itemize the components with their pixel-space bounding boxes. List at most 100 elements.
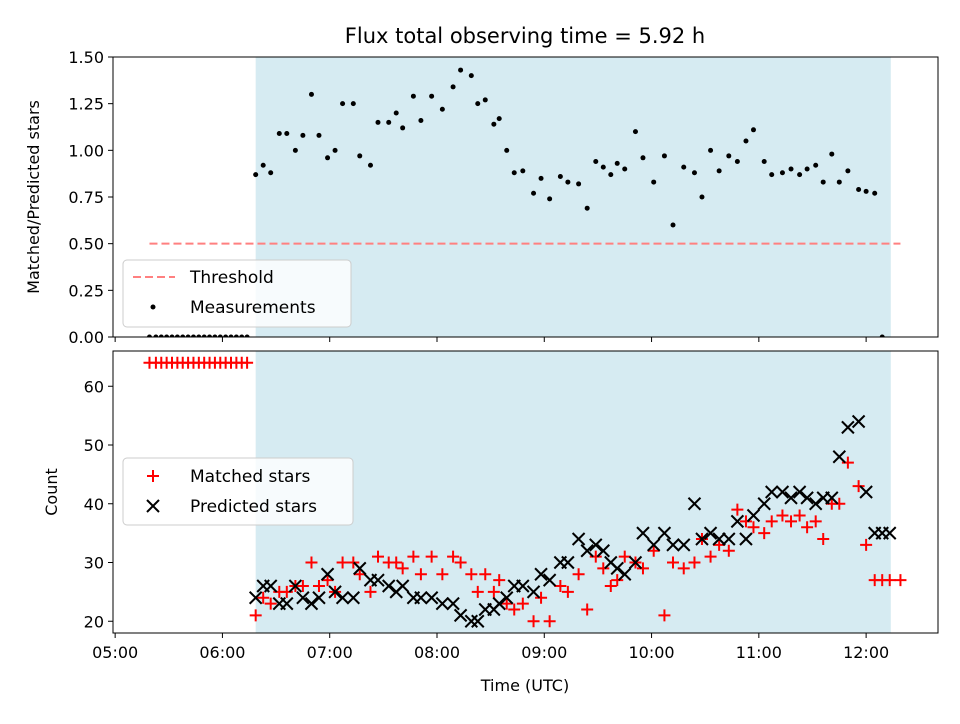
predicted-point	[859, 485, 873, 499]
predicted-point	[280, 596, 294, 611]
matched-point	[739, 515, 752, 528]
measurement-point	[268, 170, 274, 176]
measurement-point	[863, 188, 869, 194]
matched-point	[809, 515, 822, 528]
measurement-point	[146, 334, 152, 337]
predicted-point	[312, 591, 326, 605]
measurement-point	[584, 205, 590, 211]
matched-point	[883, 574, 896, 587]
measurement-point	[357, 153, 363, 159]
predicted-point	[580, 544, 594, 558]
predicted-point	[746, 508, 761, 523]
predicted-point	[288, 579, 303, 593]
measurement-point	[813, 162, 819, 168]
matched-point	[581, 603, 594, 616]
measurement-point	[491, 121, 497, 127]
measurement-point	[691, 170, 697, 176]
measurement-point	[332, 147, 338, 153]
top-y-tick-label: 0.00	[68, 328, 104, 347]
predicted-point	[371, 573, 385, 587]
matched-point	[618, 550, 631, 563]
measurement-point	[340, 101, 346, 107]
measurement-point	[661, 153, 667, 159]
measurement-point	[475, 101, 481, 107]
measurement-point	[201, 334, 207, 337]
predicted-point	[471, 614, 485, 628]
predicted-point	[636, 526, 650, 540]
predicted-point	[841, 420, 855, 435]
predicted-point	[414, 591, 428, 605]
legend-threshold-label: Threshold	[189, 268, 274, 288]
matched-point	[747, 521, 760, 534]
predicted-point	[722, 532, 736, 546]
predicted-point	[561, 555, 575, 570]
measurement-point	[716, 168, 722, 174]
measurement-point	[375, 119, 381, 125]
measurement-point	[511, 170, 517, 176]
predicted-point	[883, 526, 897, 540]
matched-point	[479, 568, 492, 581]
matched-point	[436, 568, 449, 581]
predicted-point	[464, 614, 479, 628]
measurement-point	[879, 334, 885, 337]
measurement-point	[743, 138, 749, 144]
predicted-point	[757, 497, 771, 511]
predicted-point	[346, 591, 361, 605]
predicted-point	[695, 532, 709, 546]
matched-point	[793, 509, 806, 522]
predicted-point	[610, 561, 624, 576]
measurement-point	[180, 334, 186, 337]
predicted-point	[424, 591, 439, 605]
matched-point	[296, 580, 309, 592]
measurement-point	[223, 334, 229, 337]
matched-point	[500, 597, 513, 610]
x-tick-label: 10:00	[629, 643, 675, 662]
top-y-tick-label: 0.75	[68, 188, 104, 207]
matched-point	[731, 503, 744, 516]
bottom-y-tick-label: 20	[84, 612, 104, 631]
predicted-point	[765, 485, 779, 499]
matched-point	[493, 574, 506, 587]
predicted-point	[248, 591, 263, 605]
measurement-point	[651, 179, 657, 185]
legend-matched-label: Matched stars	[190, 467, 310, 487]
measurement-point	[386, 119, 392, 125]
predicted-point	[328, 585, 342, 599]
predicted-point	[446, 596, 460, 611]
measurement-point	[788, 166, 794, 172]
measurement-point	[429, 93, 435, 99]
predicted-point	[500, 591, 514, 605]
matched-point	[543, 615, 556, 628]
chart-title: Flux total observing time = 5.92 h	[345, 24, 705, 48]
measurement-point	[504, 147, 510, 153]
legend-matched-swatch	[147, 470, 159, 482]
matched-point	[658, 609, 671, 622]
matched-point	[257, 591, 270, 604]
predicted-point	[618, 567, 632, 581]
measurement-point	[750, 127, 756, 133]
top-observing-span	[255, 57, 891, 337]
measurement-point	[164, 334, 170, 337]
matched-point	[516, 597, 529, 610]
measurement-point	[887, 0, 892, 3]
matched-point	[852, 480, 865, 493]
predicted-point	[687, 497, 702, 511]
measurement-point	[734, 159, 740, 165]
predicted-point	[596, 544, 610, 558]
matched-point	[336, 556, 349, 569]
legend-measurements-swatch	[150, 304, 156, 310]
top-y-tick-label: 0.50	[68, 235, 104, 254]
x-tick-label: 05:00	[92, 643, 138, 662]
predicted-point	[542, 573, 557, 587]
top-y-tick-label: 1.25	[68, 95, 104, 114]
predicted-point	[353, 561, 367, 576]
matched-point	[305, 556, 318, 569]
x-tick-label: 07:00	[307, 643, 353, 662]
measurement-point	[316, 132, 322, 138]
bottom-y-axis-label: Count	[42, 468, 61, 516]
matched-point	[471, 585, 484, 598]
matched-point	[758, 527, 771, 540]
predicted-point	[792, 485, 807, 499]
matched-point	[353, 568, 366, 581]
